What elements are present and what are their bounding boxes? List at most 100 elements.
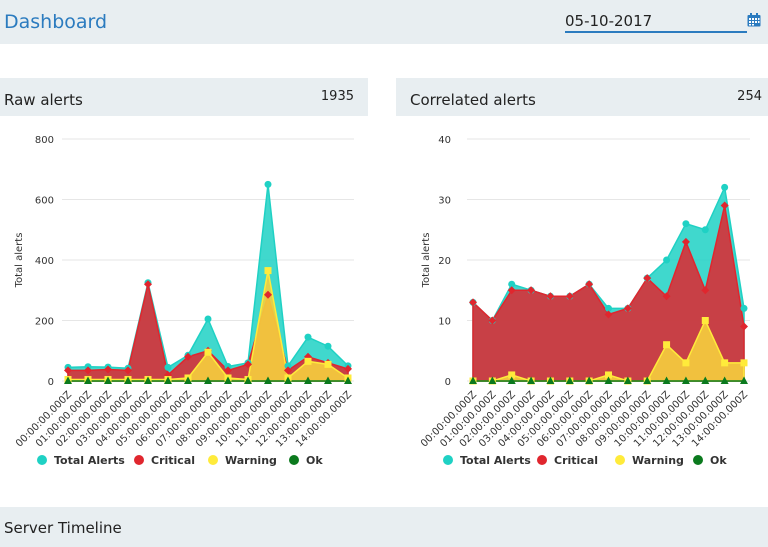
point-warning [605,371,612,379]
y-axis-title: Total alerts [421,233,432,289]
point-total-alerts [324,342,332,350]
point-ok [144,376,152,384]
point-ok [623,376,632,384]
y-tick-label: 0 [48,377,54,388]
point-total-alerts [605,304,612,312]
point-critical [184,352,192,361]
point-total-alerts [508,280,516,288]
page-title: Dashboard [4,11,108,33]
y-tick-label: 30 [438,196,451,207]
point-critical [527,286,536,295]
point-ok [740,376,748,384]
point-ok [507,376,516,384]
point-ok [304,376,312,384]
calendar-icon[interactable] [747,13,761,27]
legend-item-critical[interactable]: Critical [537,454,598,467]
y-tick-label: 0 [445,377,451,388]
point-warning [663,341,671,349]
point-warning [740,359,748,367]
point-warning [682,359,690,367]
server-timeline-title: Server Timeline [4,519,122,537]
point-ok [701,376,710,384]
point-critical [344,364,352,373]
point-warning [508,371,516,379]
point-critical [701,286,710,295]
correlated-alerts-count: 254 [737,89,762,104]
legend-item-ok[interactable]: Ok [693,454,727,467]
point-ok [84,376,92,384]
raw-alerts-header: Raw alerts 1935 [0,78,368,116]
point-critical [224,366,232,375]
point-ok [469,376,477,384]
series-area-critical [472,205,745,382]
point-total-alerts [682,220,690,228]
point-ok [662,376,671,384]
point-total-alerts [264,180,272,188]
point-critical [124,366,132,375]
point-total-alerts [721,183,729,191]
legend-marker [537,455,547,465]
point-warning [701,317,709,324]
point-ok [184,376,192,384]
point-warning [264,267,272,275]
point-critical [244,360,252,369]
point-ok [264,376,272,384]
y-axis-title: Total alerts [14,233,25,289]
point-critical [565,292,574,301]
legend-marker [37,455,47,465]
point-critical [681,237,690,246]
date-input[interactable] [565,10,735,31]
legend-label: Warning [225,454,277,467]
legend-label: Ok [710,454,727,467]
point-ok [681,376,690,384]
point-ok [164,376,172,384]
point-critical [720,201,729,210]
server-timeline-header: Server Timeline [0,507,768,547]
legend-item-total-alerts[interactable]: Total Alerts [37,454,125,467]
legend-marker [615,455,625,465]
date-field[interactable] [565,10,747,33]
point-warning [324,360,332,368]
point-ok [604,376,613,384]
legend-item-warning[interactable]: Warning [208,454,277,467]
legend-label: Ok [306,454,323,467]
correlated-alerts-chart: 0 10 20 30 40 Total alerts 00:00:00.000Z 01:00:… [396,125,768,480]
point-critical [585,280,594,289]
legend-item-ok[interactable]: Ok [289,454,323,467]
point-warning [304,357,312,365]
legend-item-critical[interactable]: Critical [134,454,195,467]
point-critical [264,290,272,299]
point-ok [527,376,536,384]
legend-marker [443,455,453,465]
correlated-alerts-title: Correlated alerts [410,91,536,109]
point-total-alerts [164,363,172,371]
point-ok [104,376,112,384]
correlated-alerts-header: Correlated alerts 254 [396,78,768,116]
legend-label: Critical [554,454,598,467]
point-ok [124,376,132,384]
legend-item-warning[interactable]: Warning [615,454,684,467]
raw-alerts-chart: 0 200 400 600 800 Total alerts 00:00:00.000Z 01… [0,125,368,480]
point-ok [643,376,652,384]
point-critical [104,365,112,374]
point-ok [344,376,352,384]
point-total-alerts [701,226,709,234]
point-total-alerts [204,315,212,323]
point-ok [546,376,555,384]
raw-alerts-count: 1935 [320,89,354,104]
point-critical [643,274,652,283]
point-critical [84,366,92,375]
legend-item-total-alerts[interactable]: Total Alerts [443,454,531,467]
point-ok [585,376,594,384]
legend-label: Warning [632,454,684,467]
point-critical [507,286,516,295]
point-critical [469,298,477,307]
raw-alerts-title: Raw alerts [4,91,83,109]
point-critical [604,310,613,319]
point-ok [488,376,497,384]
point-warning [721,359,729,367]
point-critical [284,366,292,375]
point-ok [284,376,292,384]
